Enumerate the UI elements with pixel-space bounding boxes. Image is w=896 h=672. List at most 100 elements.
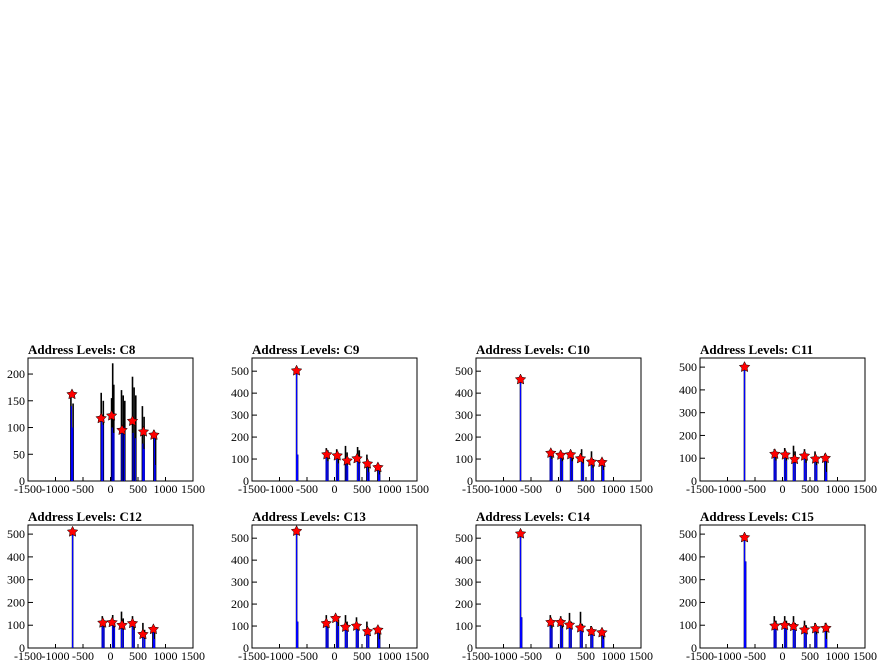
histogram-panel: Address Levels: C14 0 100 200 300 400 500 -1500…	[455, 509, 653, 663]
x-tick-label: -500	[744, 482, 766, 496]
peak-marker	[361, 625, 374, 637]
y-tick-label: 100	[679, 451, 697, 465]
peak-marker	[820, 622, 832, 634]
x-tick-label: 1000	[154, 482, 178, 496]
panel-title: Address Levels: C8	[28, 342, 136, 357]
peak-marker	[105, 409, 118, 421]
x-tick-label: 0	[108, 649, 114, 663]
peak-marker	[116, 619, 128, 631]
peak-marker	[372, 461, 384, 473]
peak-marker	[126, 617, 139, 629]
y-tick-label: 100	[7, 618, 25, 632]
x-tick-label: -1500	[462, 482, 490, 496]
peak-marker	[769, 448, 781, 460]
peak-marker	[321, 448, 333, 460]
peak-marker	[514, 373, 527, 385]
y-tick-label: 200	[679, 595, 697, 609]
x-tick-label: 0	[108, 482, 114, 496]
x-tick-label: 500	[801, 482, 819, 496]
plot-frame	[251, 357, 418, 482]
plot-frame	[699, 524, 866, 649]
peak-marker	[329, 612, 342, 624]
peak-marker	[738, 531, 751, 543]
x-tick-label: -1000	[42, 482, 70, 496]
histogram-panel: Address Levels: C15 0 100 200 300 400 500 -1500…	[679, 509, 877, 663]
y-tick-label: 300	[679, 573, 697, 587]
peak-marker	[778, 619, 791, 631]
panel-title: Address Levels: C10	[476, 342, 590, 357]
peak-marker	[574, 452, 587, 464]
y-tick-label: 500	[7, 527, 25, 541]
plot-frame	[699, 357, 866, 482]
x-tick-label: 1500	[181, 482, 205, 496]
x-tick-label: 1500	[629, 482, 653, 496]
y-tick-label: 150	[7, 394, 25, 408]
peak-marker	[564, 448, 577, 460]
y-tick-label: 0	[243, 641, 249, 655]
y-tick-label: 200	[455, 430, 473, 444]
peak-marker	[554, 449, 567, 460]
x-tick-label: 0	[780, 482, 786, 496]
y-tick-label: 0	[467, 474, 473, 488]
y-tick-label: 100	[7, 421, 25, 435]
y-tick-label: 100	[231, 452, 249, 466]
y-tick-label: 200	[455, 597, 473, 611]
x-tick-label: 1000	[154, 649, 178, 663]
peak-marker	[596, 456, 608, 468]
peak-marker	[290, 525, 303, 537]
y-tick-label: 500	[455, 364, 473, 378]
peak-marker	[585, 455, 598, 467]
y-tick-label: 100	[455, 619, 473, 633]
x-tick-label: 1500	[181, 649, 205, 663]
y-tick-label: 0	[243, 474, 249, 488]
plot-frame	[251, 524, 418, 649]
x-tick-label: -1000	[714, 649, 742, 663]
y-tick-label: 300	[455, 575, 473, 589]
peak-marker	[290, 364, 303, 376]
peak-marker	[819, 452, 832, 464]
x-tick-label: 500	[353, 649, 371, 663]
x-tick-label: 1000	[826, 649, 850, 663]
peak-marker	[554, 616, 567, 628]
y-tick-label: 400	[7, 550, 25, 564]
peak-marker	[361, 457, 374, 469]
peak-marker	[514, 527, 527, 539]
y-tick-label: 200	[679, 428, 697, 442]
x-tick-label: -1500	[14, 482, 42, 496]
peak-marker	[809, 452, 822, 464]
x-tick-label: 0	[780, 649, 786, 663]
y-tick-label: 300	[455, 408, 473, 422]
peak-marker	[738, 361, 751, 373]
y-tick-label: 200	[7, 367, 25, 381]
x-tick-label: -1000	[714, 482, 742, 496]
x-tick-label: 0	[556, 649, 562, 663]
panel-title: Address Levels: C11	[700, 342, 813, 357]
x-tick-label: -1000	[42, 649, 70, 663]
x-tick-label: 1500	[405, 482, 429, 496]
x-tick-label: -1500	[238, 482, 266, 496]
peak-marker	[66, 388, 78, 400]
y-tick-label: 0	[19, 474, 25, 488]
x-tick-label: -1000	[490, 482, 518, 496]
x-tick-label: 1000	[602, 649, 626, 663]
x-tick-label: 1000	[378, 482, 402, 496]
x-tick-label: 500	[577, 649, 595, 663]
x-tick-label: -500	[520, 649, 542, 663]
y-tick-label: 300	[231, 408, 249, 422]
peak-marker	[350, 619, 363, 631]
x-tick-label: -1500	[462, 649, 490, 663]
peak-marker	[585, 625, 598, 637]
y-tick-label: 500	[455, 531, 473, 545]
y-tick-label: 500	[679, 527, 697, 541]
x-tick-label: 500	[129, 482, 147, 496]
peak-marker	[372, 623, 384, 635]
peak-marker	[798, 623, 811, 635]
peak-marker	[95, 412, 107, 424]
histogram-panel: Address Levels: C13 0 100 200 300 400 500 -1500…	[231, 509, 429, 663]
peak-marker	[545, 616, 557, 628]
peak-marker	[97, 616, 109, 628]
y-tick-label: 500	[231, 364, 249, 378]
y-tick-label: 0	[691, 474, 697, 488]
y-tick-label: 400	[679, 383, 697, 397]
